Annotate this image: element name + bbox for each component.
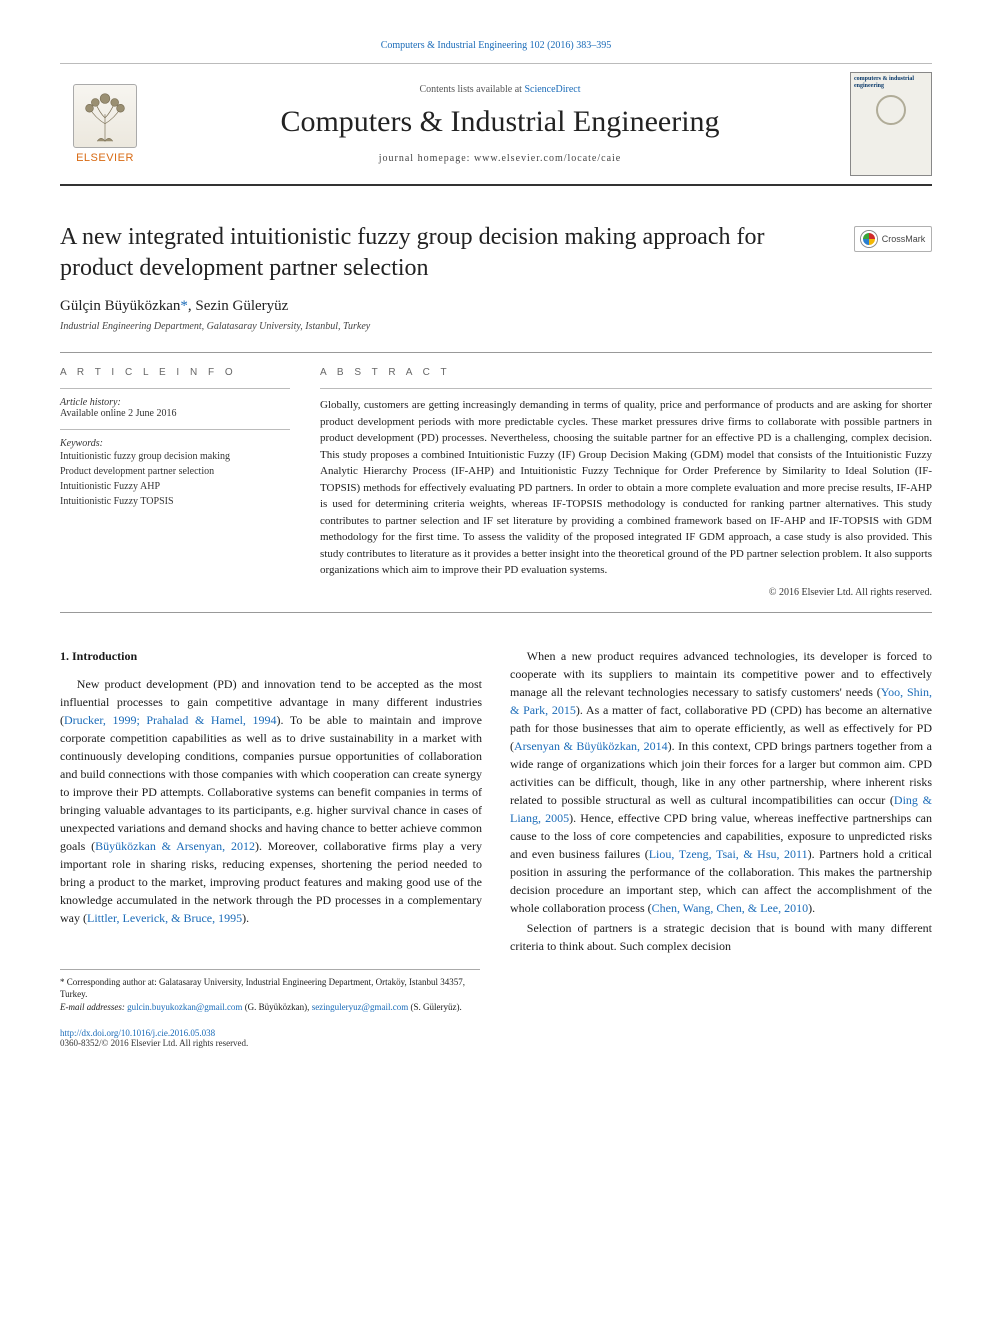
journal-title: Computers & Industrial Engineering <box>168 105 832 139</box>
article-history-value: Available online 2 June 2016 <box>60 408 290 419</box>
article-header: CrossMark A new integrated intuitionisti… <box>60 222 932 332</box>
elsevier-logo: ELSEVIER <box>60 79 150 169</box>
crossmark-icon <box>861 231 877 247</box>
keywords-list: Intuitionistic fuzzy group decision maki… <box>60 449 290 509</box>
corresponding-marker: * <box>180 298 188 314</box>
masthead-center: Contents lists available at ScienceDirec… <box>168 84 832 164</box>
info-abstract-row: A R T I C L E I N F O Article history: A… <box>60 352 932 613</box>
email-label: E-mail addresses: <box>60 1002 127 1012</box>
keyword: Intuitionistic Fuzzy AHP <box>60 479 290 494</box>
authors-line: Gülçin Büyüközkan*, Sezin Güleryüz <box>60 298 932 315</box>
text-run: ). <box>242 911 249 925</box>
email-name: (G. Büyüközkan), <box>242 1002 311 1012</box>
sciencedirect-link[interactable]: ScienceDirect <box>524 84 580 95</box>
journal-homepage: journal homepage: www.elsevier.com/locat… <box>168 153 832 164</box>
abstract-heading: A B S T R A C T <box>320 367 932 378</box>
keyword: Product development partner selection <box>60 464 290 479</box>
intro-paragraph-3: Selection of partners is a strategic dec… <box>510 919 932 955</box>
divider <box>320 388 932 389</box>
running-head-citation: Computers & Industrial Engineering 102 (… <box>60 40 932 51</box>
keyword: Intuitionistic Fuzzy TOPSIS <box>60 494 290 509</box>
elsevier-wordmark: ELSEVIER <box>76 152 134 164</box>
citation-link[interactable]: Chen, Wang, Chen, & Lee, 2010 <box>652 901 808 915</box>
abstract-text: Globally, customers are getting increasi… <box>320 397 932 579</box>
email-name: (S. Güleryüz). <box>408 1002 462 1012</box>
doi-link[interactable]: http://dx.doi.org/10.1016/j.cie.2016.05.… <box>60 1028 932 1038</box>
corresponding-footnote: * Corresponding author at: Galatasaray U… <box>60 976 480 1001</box>
citation-link[interactable]: Drucker, 1999; Prahalad & Hamel, 1994 <box>64 713 277 727</box>
abstract-block: A B S T R A C T Globally, customers are … <box>320 353 932 612</box>
author-1: Gülçin Büyüközkan <box>60 298 180 314</box>
crossmark-badge[interactable]: CrossMark <box>854 226 932 252</box>
article-info-heading: A R T I C L E I N F O <box>60 367 290 378</box>
email-link[interactable]: gulcin.buyukozkan@gmail.com <box>127 1002 242 1012</box>
intro-paragraph-2: When a new product requires advanced tec… <box>510 647 932 917</box>
journal-cover-thumbnail: computers & industrial engineering <box>850 72 932 176</box>
text-run: When a new product requires advanced tec… <box>510 649 932 699</box>
contents-prefix: Contents lists available at <box>419 84 524 95</box>
email-link[interactable]: sezinguleryuz@gmail.com <box>312 1002 409 1012</box>
doi-block: http://dx.doi.org/10.1016/j.cie.2016.05.… <box>60 1028 932 1048</box>
author-2: , Sezin Güleryüz <box>188 298 288 314</box>
citation-link[interactable]: Littler, Leverick, & Bruce, 1995 <box>87 911 242 925</box>
citation-link[interactable]: Liou, Tzeng, Tsai, & Hsu, 2011 <box>649 847 808 861</box>
footnotes: * Corresponding author at: Galatasaray U… <box>60 969 480 1014</box>
affiliation: Industrial Engineering Department, Galat… <box>60 321 932 332</box>
citation-link[interactable]: Büyüközkan & Arsenyan, 2012 <box>95 839 255 853</box>
article-info-block: A R T I C L E I N F O Article history: A… <box>60 353 290 612</box>
citation-link[interactable]: Arsenyan & Büyüközkan, 2014 <box>514 739 668 753</box>
intro-paragraph-1: New product development (PD) and innovat… <box>60 675 482 927</box>
contents-lists-line: Contents lists available at ScienceDirec… <box>168 84 832 95</box>
text-run: ). <box>808 901 815 915</box>
divider <box>60 429 290 430</box>
text-run: ). To be able to maintain and improve co… <box>60 713 482 853</box>
keywords-label: Keywords: <box>60 438 290 449</box>
divider <box>60 388 290 389</box>
cover-gear-icon <box>876 95 906 125</box>
article-history-label: Article history: <box>60 397 290 408</box>
journal-masthead: ELSEVIER Contents lists available at Sci… <box>60 63 932 186</box>
email-footnote: E-mail addresses: gulcin.buyukozkan@gmai… <box>60 1001 480 1014</box>
cover-title: computers & industrial engineering <box>854 76 928 89</box>
elsevier-tree-icon <box>73 84 137 148</box>
issn-copyright: 0360-8352/© 2016 Elsevier Ltd. All right… <box>60 1038 932 1048</box>
abstract-copyright: © 2016 Elsevier Ltd. All rights reserved… <box>320 587 932 598</box>
body-two-column: 1. Introduction New product development … <box>60 647 932 955</box>
crossmark-label: CrossMark <box>882 234 926 244</box>
keyword: Intuitionistic fuzzy group decision maki… <box>60 449 290 464</box>
article-title: A new integrated intuitionistic fuzzy gr… <box>60 222 932 284</box>
section-1-title: 1. Introduction <box>60 647 482 665</box>
